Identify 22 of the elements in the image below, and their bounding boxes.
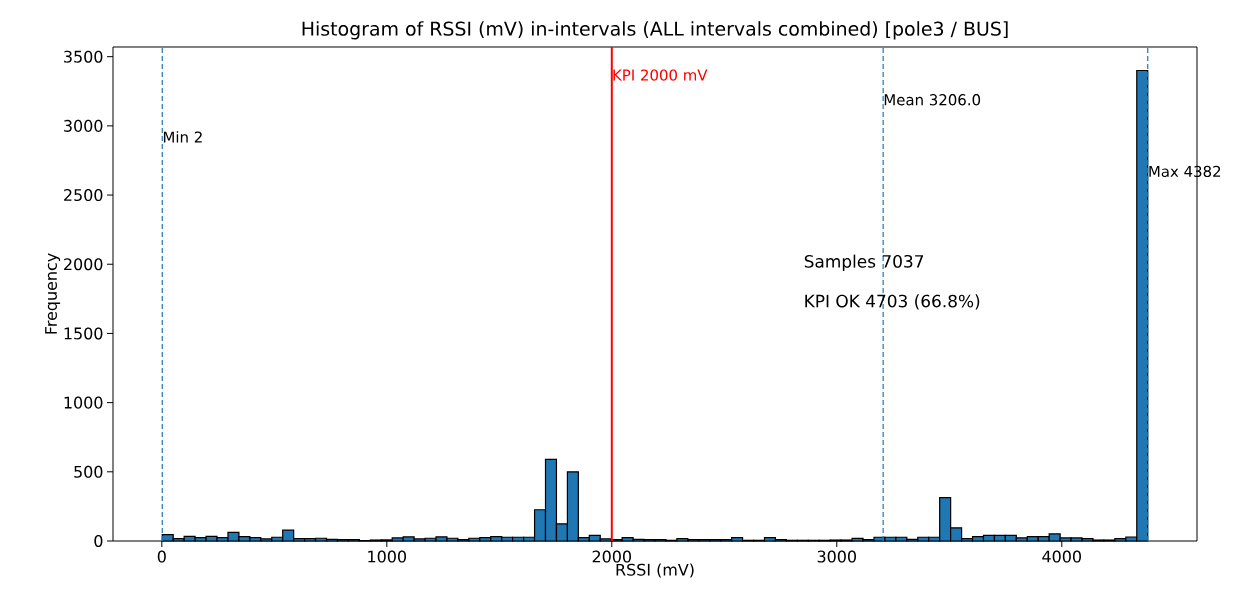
x-tick-label: 1000 xyxy=(368,550,407,563)
x-axis-title: RSSI (mV) xyxy=(616,563,694,578)
y-tick-label: 3000 xyxy=(64,119,103,132)
y-tick-label: 500 xyxy=(74,465,103,478)
chart-title: Histogram of RSSI (mV) in-intervals (ALL intervals combined) [pole3 / BUS] xyxy=(302,21,1008,40)
ref-line-label: KPI 2000 mV xyxy=(613,69,708,81)
y-tick-label: 1000 xyxy=(64,396,103,409)
x-tick-label: 2000 xyxy=(592,550,632,563)
x-tick-label: 4000 xyxy=(1042,550,1081,563)
annotation: KPI OK 4703 (66.8%) xyxy=(805,294,980,310)
x-tick-label: 0 xyxy=(157,550,166,563)
y-tick-label: 0 xyxy=(94,534,103,548)
x-tick-label: 3000 xyxy=(817,550,856,563)
y-tick-label: 2500 xyxy=(64,189,103,202)
y-axis-title: Frequency xyxy=(45,253,61,334)
y-tick-label: 2000 xyxy=(64,258,103,271)
y-tick-label: 3500 xyxy=(64,50,103,63)
ref-line-label: Max 4382 xyxy=(1149,165,1221,178)
annotation: Samples 7037 xyxy=(804,254,924,272)
y-tick-label: 1500 xyxy=(64,327,103,340)
ref-line-label: Min 2 xyxy=(163,131,202,143)
ref-line-label: Mean 3206.0 xyxy=(884,94,981,106)
